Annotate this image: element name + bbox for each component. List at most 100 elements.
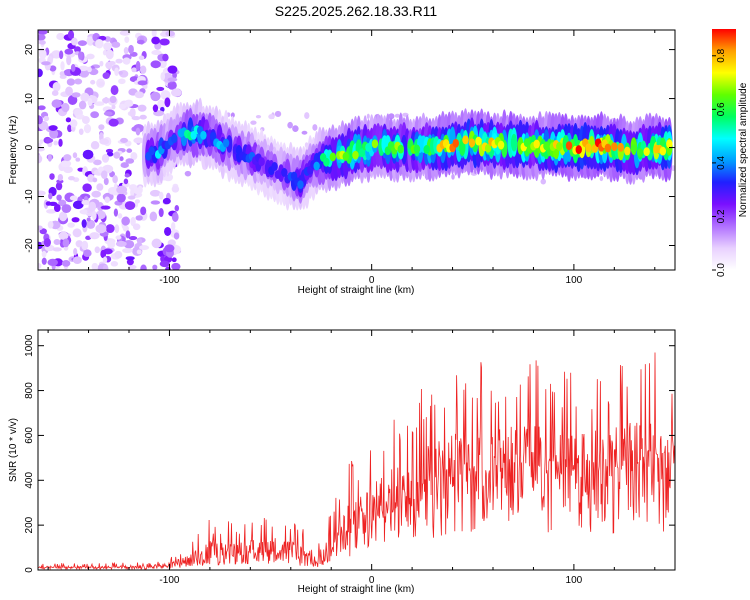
noise-cell [139,65,147,74]
noise-cell [301,130,308,135]
noise-cell [38,154,43,164]
noise-cell [540,178,547,185]
noise-cell [151,238,162,249]
ridge-cell [313,161,320,171]
noise-cell [92,210,97,221]
noise-cell [113,208,119,217]
ridge-cell [533,139,540,149]
noise-cell [69,195,78,201]
noise-cell [72,152,78,159]
noise-cell [53,238,61,246]
noise-cell [135,60,141,71]
noise-cell [122,248,133,254]
noise-cell [103,177,109,186]
x-tick-label: 100 [566,275,583,286]
noise-cell [102,264,109,270]
noise-cell [71,217,80,223]
noise-cell [53,203,61,213]
noise-cell [105,224,115,234]
spectrogram-x-ticks: -100 0 100 [47,30,656,286]
noise-cell [86,219,96,229]
noise-cell [71,92,81,98]
noise-cell [102,256,108,264]
noise-cell [60,160,72,168]
noise-cell [162,53,169,62]
noise-cell [91,190,102,198]
noise-cell [38,147,45,152]
ridge-cell [413,144,421,154]
noise-cell [137,80,148,86]
noise-cell [100,170,108,180]
noise-cell [170,88,182,97]
noise-cell [64,48,74,55]
noise-cell [43,115,50,122]
ridge-cell [423,145,430,154]
noise-cell [90,111,99,119]
noise-cell [128,236,138,241]
noise-cell [115,235,122,240]
noise-cell [38,34,46,41]
ridge-cell [397,144,404,154]
noise-cell [47,220,54,229]
ridge-cell [462,135,469,145]
noise-cell [250,120,257,125]
noise-cell [121,216,130,226]
spectrogram-marks [38,30,675,270]
noise-cell [70,119,78,128]
noise-cell [173,232,180,240]
noise-cell [78,51,83,60]
noise-cell [120,137,128,143]
colorbar-label: Normalized spectral amplitude [738,82,749,217]
noise-cell [47,154,52,162]
x-tick-label: -100 [159,275,179,286]
noise-cell [134,199,141,204]
noise-cell [86,36,95,46]
noise-cell [81,209,88,215]
ridge-cell [200,130,207,140]
noise-cell [60,61,65,71]
ridge-cell [643,147,650,157]
noise-cell [62,238,70,248]
noise-cell [138,55,145,61]
noise-cell [139,245,150,251]
noise-cell [67,175,75,181]
noise-cell [164,226,172,236]
noise-cell [74,78,83,85]
y-tick-label: 200 [24,516,35,533]
ridge-cell [281,168,288,177]
ridge-cell [452,138,459,148]
noise-cell [56,194,62,201]
x-tick-label: -100 [159,575,179,586]
noise-cell [95,224,107,234]
ridge-cell [617,142,625,152]
noise-cell [90,79,96,85]
noise-cell [67,30,75,40]
noise-cell [49,65,57,72]
noise-cell [67,222,75,228]
noise-cell [109,95,117,104]
ridge-cell [624,146,631,156]
x-tick-label: 0 [369,275,375,286]
noise-cell [81,240,89,251]
ridge-cell [523,138,531,147]
noise-cell [49,128,59,139]
noise-cell [134,91,144,99]
noise-cell [119,156,124,162]
noise-cell [86,53,95,60]
noise-cell [48,192,53,200]
noise-cell [66,78,76,86]
noise-cell [41,61,51,66]
colorbar-tick-label: 0.0 [716,263,727,277]
noise-cell [38,115,43,125]
noise-cell [394,113,400,118]
noise-cell [137,185,143,194]
noise-cell [131,115,141,121]
noise-cell [114,67,120,77]
noise-cell [140,206,147,216]
ridge-cell [543,141,550,151]
noise-cell [99,60,104,67]
noise-cell [72,200,84,210]
noise-cell [312,124,318,131]
noise-cell [65,117,72,123]
